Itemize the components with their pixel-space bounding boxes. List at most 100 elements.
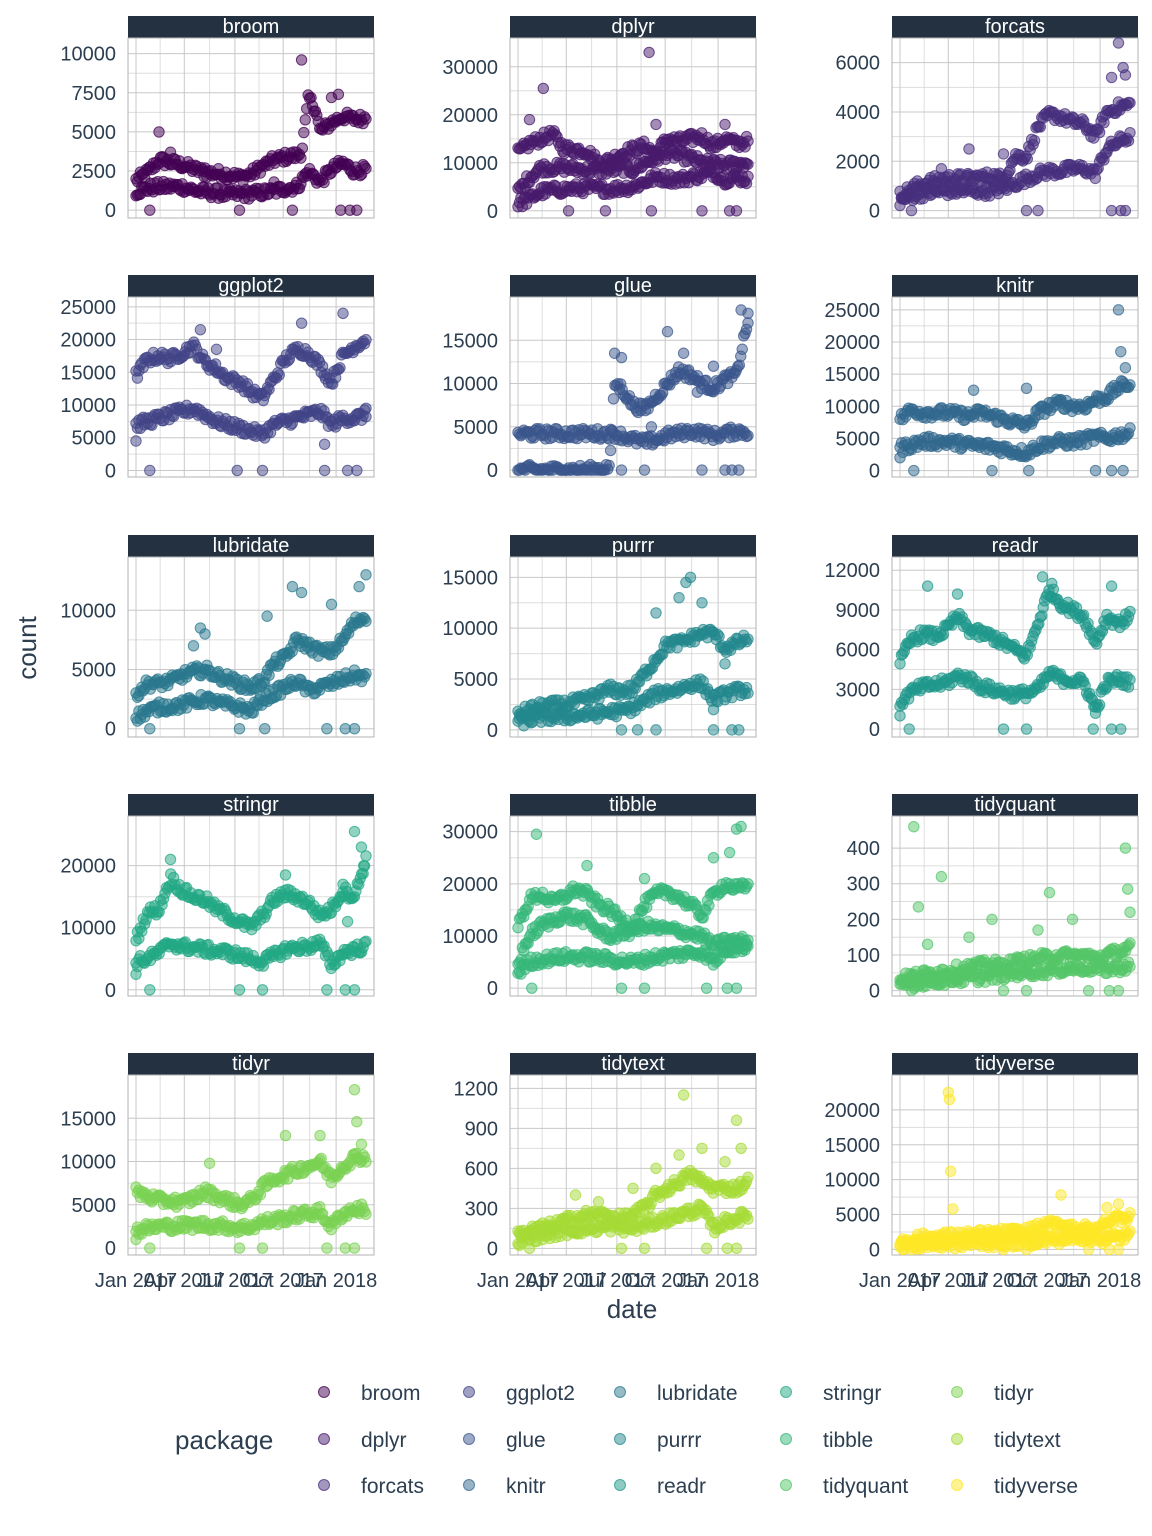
y-tick-label: 15000 [60,1108,116,1130]
y-tick-label: 10000 [60,1152,116,1174]
data-point [1124,960,1136,973]
y-tick-label: 0 [487,720,498,742]
data-point [703,899,715,912]
data-point [144,464,156,477]
data-point [523,113,536,126]
data-point [691,386,704,398]
strip-label: dplyr [611,16,655,38]
y-tick-label: 25000 [824,300,880,322]
data-point [1043,886,1056,899]
data-point [1117,464,1129,477]
data-point [615,351,628,364]
y-tick-label: 0 [869,719,880,741]
y-tick-label: 10000 [442,153,498,175]
data-point [742,687,754,699]
data-point [1066,913,1079,926]
data-point [723,846,736,859]
data-point [530,828,543,840]
data-point [1055,394,1067,406]
data-point [130,435,142,447]
strip-label: tibble [609,794,657,816]
data-point [951,588,964,600]
data-point [997,723,1010,735]
data-point [631,724,644,736]
y-tick-label: 7500 [72,83,117,105]
y-tick-label: 10000 [824,396,880,418]
data-point [351,464,363,477]
data-point [164,853,177,866]
y-tick-label: 5000 [454,669,499,691]
data-point [581,859,593,872]
data-point [348,984,361,996]
data-point [1105,464,1118,477]
data-point [351,1116,363,1128]
data-point [1093,126,1106,139]
data-point [130,1233,142,1246]
data-point [199,628,211,640]
data-point [298,126,310,139]
y-tick-label: 0 [105,200,116,222]
data-point [360,1208,372,1220]
y-tick-label: 10000 [60,395,116,417]
y-tick-label: 0 [105,460,116,482]
data-point [318,176,330,189]
data-point [696,464,708,476]
y-tick-label: 5000 [454,417,499,439]
data-point [1112,37,1125,49]
data-point [1124,126,1136,139]
data-point [645,205,658,217]
data-point [912,901,925,913]
data-point [1115,345,1127,358]
y-tick-label: 30000 [442,57,498,79]
y-tick-label: 12000 [824,560,880,582]
data-point [360,162,372,175]
y-tick-label: 2000 [836,151,881,173]
y-tick-label: 30000 [442,822,498,844]
data-point [603,459,615,472]
data-point [1089,464,1102,477]
points-tidyr [130,1084,372,1254]
data-point [638,464,651,476]
data-point [360,935,372,948]
data-point [194,324,207,336]
y-tick-label: 200 [847,909,880,931]
data-point [325,598,338,611]
y-tick-label: 5000 [72,428,117,450]
data-point [736,343,748,355]
data-point [903,723,915,735]
data-point [1036,571,1049,583]
y-tick-label: 20000 [60,330,116,352]
data-point [1082,984,1095,997]
data-point [360,334,372,346]
y-tick-label: 20000 [442,105,498,127]
panel-border [127,37,375,219]
data-point [908,820,920,833]
data-point [164,146,177,158]
data-point [355,1138,368,1150]
data-point [337,307,349,320]
data-point [233,1242,246,1254]
strip-label: forcats [985,16,1045,38]
data-point [231,464,243,477]
data-point [144,204,156,216]
data-point [233,204,246,216]
data-point [1032,924,1044,936]
y-tick-label: 5000 [72,660,117,682]
y-tick-label: 9000 [836,600,881,622]
data-point [599,205,612,217]
data-point [348,825,361,838]
data-point [348,1242,361,1254]
data-point [1124,937,1136,949]
y-tick-label: 10000 [60,44,116,66]
data-point [1112,304,1125,316]
data-point [894,452,906,464]
data-point [967,384,980,396]
data-point [650,607,662,619]
y-tick-label: 10000 [442,926,498,948]
data-point [526,982,538,994]
y-tick-label: 20000 [442,874,498,896]
points-glue [512,304,754,476]
data-point [1124,906,1136,918]
data-point [130,968,142,980]
